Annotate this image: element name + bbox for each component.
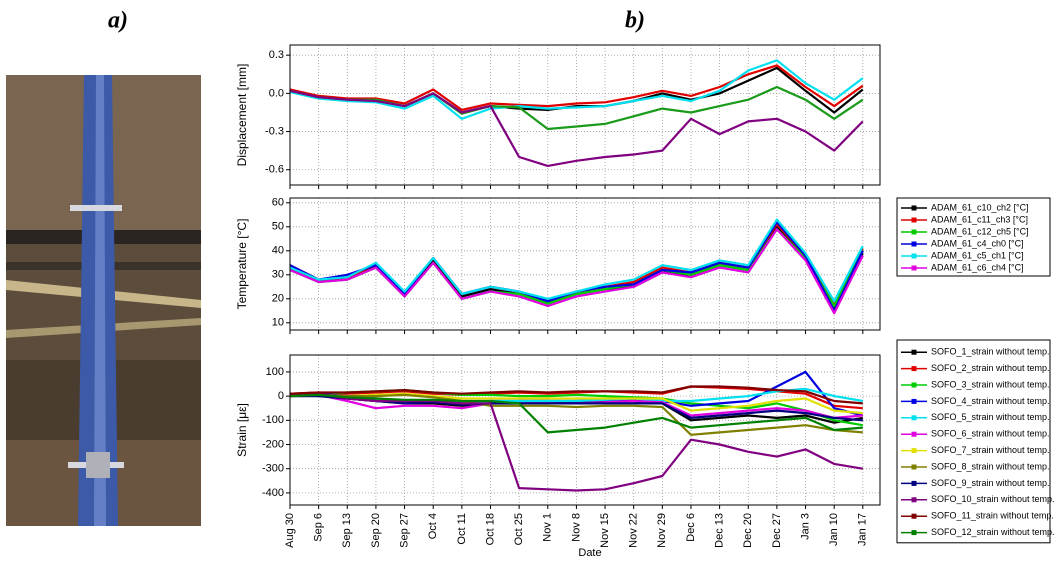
plot-frame [289,354,881,506]
y-tick-label: 0 [278,390,284,402]
legend: ADAM_61_c10_ch2 [°C] ADAM_61_c11_ch3 [°C]… [896,197,1051,277]
y-tick-label: 30 [272,269,284,281]
plot-frame [289,44,881,186]
legend-marker [911,415,917,421]
legend-label: SOFO_2_strain without temp. [931,363,1050,373]
legend-label: SOFO_6_strain without temp. [931,429,1050,439]
x-tick-label: Dec 13 [714,513,726,548]
photo [6,75,201,526]
legend-label: SOFO_5_strain without temp. [931,412,1050,422]
x-tick-label: Jan 17 [857,513,869,546]
panel-label: b) [625,8,645,34]
series-line [289,228,864,315]
legend-box [896,339,1051,544]
legend-label: SOFO_12_strain without temp. [931,527,1055,537]
y-tick-label: -100 [262,414,284,426]
plot-frame [289,197,881,331]
legend-label: SOFO_10_strain without temp. [931,494,1055,504]
legend-marker [911,265,917,271]
legend-label: SOFO_1_strain without temp. [931,347,1050,357]
series-line [289,89,864,167]
x-tick-label: Jan 3 [799,513,811,540]
x-tick-label: Dec 6 [685,513,697,542]
x-tick-label: Oct 18 [484,513,496,545]
legend-marker [911,382,917,388]
series-line [289,393,863,436]
legend-label: ADAM_61_c12_ch5 [°C] [931,226,1029,236]
x-axis-label: Date [578,547,601,559]
legend-marker [911,349,917,355]
series-line [289,64,864,111]
legend-marker [911,530,917,536]
series-line [289,218,864,303]
x-tick-label: Nov 1 [542,513,554,542]
y-tick-label: 100 [266,366,284,378]
legend-marker [911,513,917,519]
y-tick-label: 60 [272,197,284,209]
legend-marker [911,205,917,211]
series-line [289,59,864,120]
legend-label: SOFO_7_strain without temp. [931,445,1050,455]
y-axis-label: Strain [με] [235,403,249,457]
y-tick-label: 10 [272,317,284,329]
panel-label: a) [108,8,128,34]
legend-marker [911,448,917,454]
legend-marker [911,464,917,470]
legend-label: ADAM_61_c5_ch1 [°C] [931,250,1024,260]
x-tick-label: Dec 27 [771,513,783,548]
y-tick-label: 0.3 [269,49,284,61]
x-tick-label: Aug 30 [284,513,296,548]
series-line [289,393,863,434]
legend-marker [911,229,917,235]
series-line [289,385,863,405]
legend-label: SOFO_11_strain without temp. [931,511,1054,521]
x-tick-label: Oct 11 [456,513,468,545]
y-tick-label: -200 [262,438,284,450]
legend-box [896,197,1051,277]
y-tick-label: -0.3 [265,125,284,137]
y-axis-label: Displacement [mm] [235,64,249,167]
legend-marker [911,431,917,437]
x-tick-label: Nov 29 [656,513,668,548]
x-tick-label: Sep 13 [341,513,353,548]
legend-label: ADAM_61_c6_ch4 [°C] [931,262,1024,272]
legend-marker [911,241,917,247]
x-tick-label: Nov 8 [570,513,582,542]
x-tick-label: Oct 4 [427,513,439,539]
legend-label: SOFO_4_strain without temp. [931,396,1050,406]
y-axis-label: Temperature [°C] [235,219,249,310]
legend-label: ADAM_61_c10_ch2 [°C] [931,202,1029,212]
y-tick-label: -300 [262,463,284,475]
x-tick-label: Nov 15 [599,513,611,548]
y-tick-label: -0.6 [265,164,284,176]
legend-marker [911,398,917,404]
legend-label: ADAM_61_c4_ch0 [°C] [931,238,1024,248]
x-tick-label: Sep 20 [370,513,382,548]
legend-label: SOFO_9_strain without temp. [931,478,1050,488]
x-tick-label: Jan 10 [828,513,840,546]
x-tick-label: Oct 25 [513,513,525,545]
legend-label: ADAM_61_c11_ch3 [°C] [931,214,1028,224]
y-tick-label: 0.0 [269,87,284,99]
legend-label: SOFO_3_strain without temp. [931,379,1050,389]
x-tick-label: Dec 20 [742,513,754,548]
y-tick-label: 20 [272,293,284,305]
series-line [289,392,863,415]
legend-marker [911,366,917,372]
x-tick-label: Sep 6 [313,513,325,542]
x-tick-label: Sep 27 [398,513,410,548]
legend-label: SOFO_8_strain without temp. [931,461,1050,471]
y-tick-label: -400 [262,487,284,499]
legend-marker [911,253,917,259]
legend-marker [911,497,917,503]
legend-marker [911,217,917,223]
series-line [289,392,863,492]
legend: SOFO_1_strain without temp. SOFO_2_strain… [896,339,1055,544]
y-tick-label: 40 [272,245,284,257]
legend-marker [911,480,917,486]
y-tick-label: 50 [272,221,284,233]
x-tick-label: Nov 22 [628,513,640,548]
